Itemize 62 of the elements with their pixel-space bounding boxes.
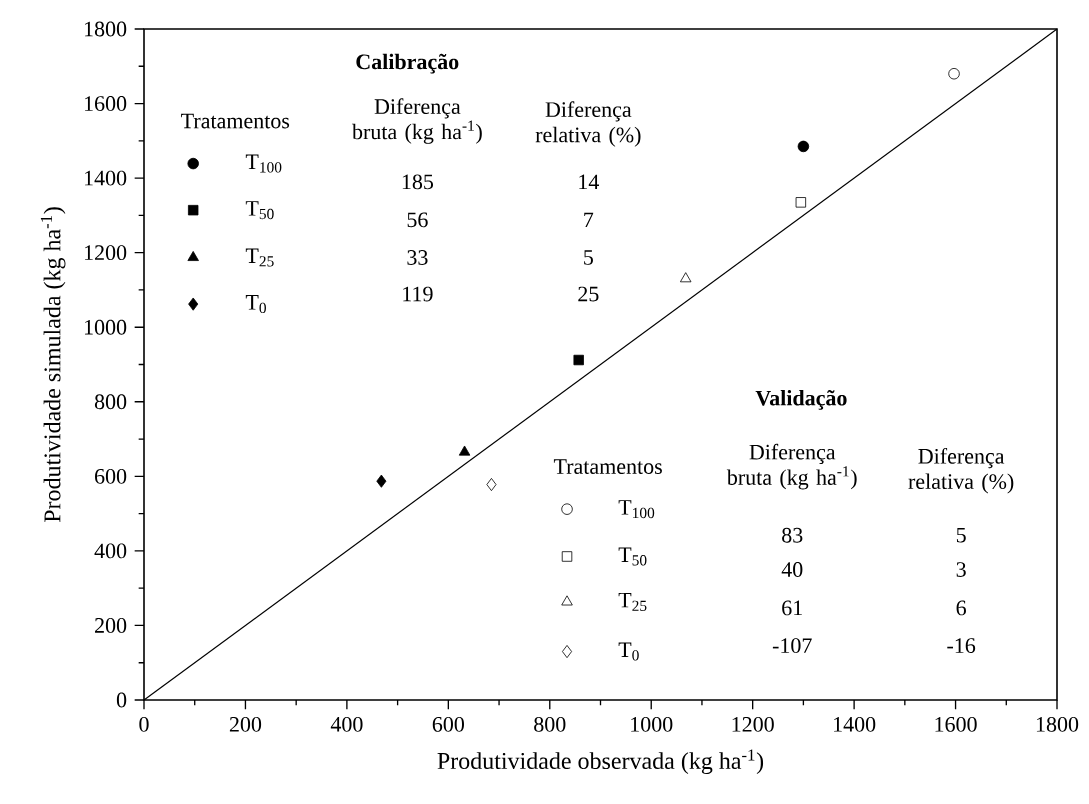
legend-label: T$_{25}$ xyxy=(618,592,647,611)
point xyxy=(948,68,960,80)
legend-label: T$_{25}$ xyxy=(245,248,274,267)
annotation: 40 xyxy=(781,562,803,577)
annotation: -16 xyxy=(947,638,976,653)
annotation: Tratamentos xyxy=(553,459,662,474)
legend-label: T$_{100}$ xyxy=(245,154,282,173)
annotation: 7 xyxy=(584,212,594,228)
point xyxy=(458,445,471,456)
annotation: 33 xyxy=(407,250,428,265)
point xyxy=(680,272,692,283)
annotation: Calibração xyxy=(356,53,459,74)
annotation: 14 xyxy=(579,174,599,190)
point xyxy=(797,140,810,153)
y-tick-label: 600 xyxy=(95,468,127,484)
x-tick-label: 1200 xyxy=(732,716,774,732)
y-tick-label: 1400 xyxy=(84,170,127,186)
y-tick-label: 1000 xyxy=(84,319,127,335)
legend-label: T$_{0}$ xyxy=(618,642,639,661)
annotation: Diferença bruta (kg ha$^{-1}$) xyxy=(352,98,482,144)
legend-label: T$_{50}$ xyxy=(618,547,647,566)
annotation: Diferença relativa (%) xyxy=(535,101,641,147)
annotation: 3 xyxy=(956,562,966,577)
y-tick-label: 800 xyxy=(94,394,127,410)
x-tick-label: 600 xyxy=(432,716,464,732)
x-tick-label: 200 xyxy=(229,716,262,732)
annotation: 5 xyxy=(956,527,966,543)
legend-label: T$_{100}$ xyxy=(618,500,655,519)
y-tick-label: 1600 xyxy=(84,96,127,111)
x-tick-label: 1800 xyxy=(1036,716,1079,732)
annotation: Tratamentos xyxy=(181,113,290,129)
x-tick-label: 400 xyxy=(330,716,363,732)
y-tick-label: 0 xyxy=(116,692,127,708)
x-tick-label: 1600 xyxy=(935,716,977,732)
y-tick-label: 1200 xyxy=(84,245,127,261)
annotation: 61 xyxy=(782,600,802,616)
annotation: Diferença relativa (%) xyxy=(908,447,1014,494)
x-axis-title: Produtividade observada (kg ha$^{-1}$) xyxy=(437,749,764,775)
annotation: Diferença bruta (kg ha$^{-1}$) xyxy=(726,443,857,490)
annotation: -107 xyxy=(772,638,812,653)
point xyxy=(573,354,584,366)
x-tick-label: 800 xyxy=(534,716,566,732)
annotation: 83 xyxy=(782,527,803,543)
x-tick-label: 0 xyxy=(139,716,149,732)
point xyxy=(795,197,807,208)
legend-label: T$_{0}$ xyxy=(245,295,266,314)
annotation: 119 xyxy=(403,286,433,302)
point xyxy=(376,474,387,488)
x-tick-label: 1400 xyxy=(834,716,876,732)
x-tick-label: 1000 xyxy=(631,716,673,732)
y-tick-label: 1800 xyxy=(84,21,127,37)
legend-label: T$_{50}$ xyxy=(245,201,274,220)
y-tick-label: 200 xyxy=(95,618,127,633)
point xyxy=(486,478,497,492)
y-tick-label: 400 xyxy=(94,543,127,559)
y-axis-title: Produtividade simulada (kg ha$^{-1}$) xyxy=(40,207,66,523)
annotation: 25 xyxy=(578,286,599,302)
annotation: 185 xyxy=(402,174,434,190)
annotation: 56 xyxy=(407,212,428,228)
annotation: 6 xyxy=(956,600,966,616)
annotation: Validação xyxy=(755,389,847,410)
annotation: 5 xyxy=(584,250,593,265)
